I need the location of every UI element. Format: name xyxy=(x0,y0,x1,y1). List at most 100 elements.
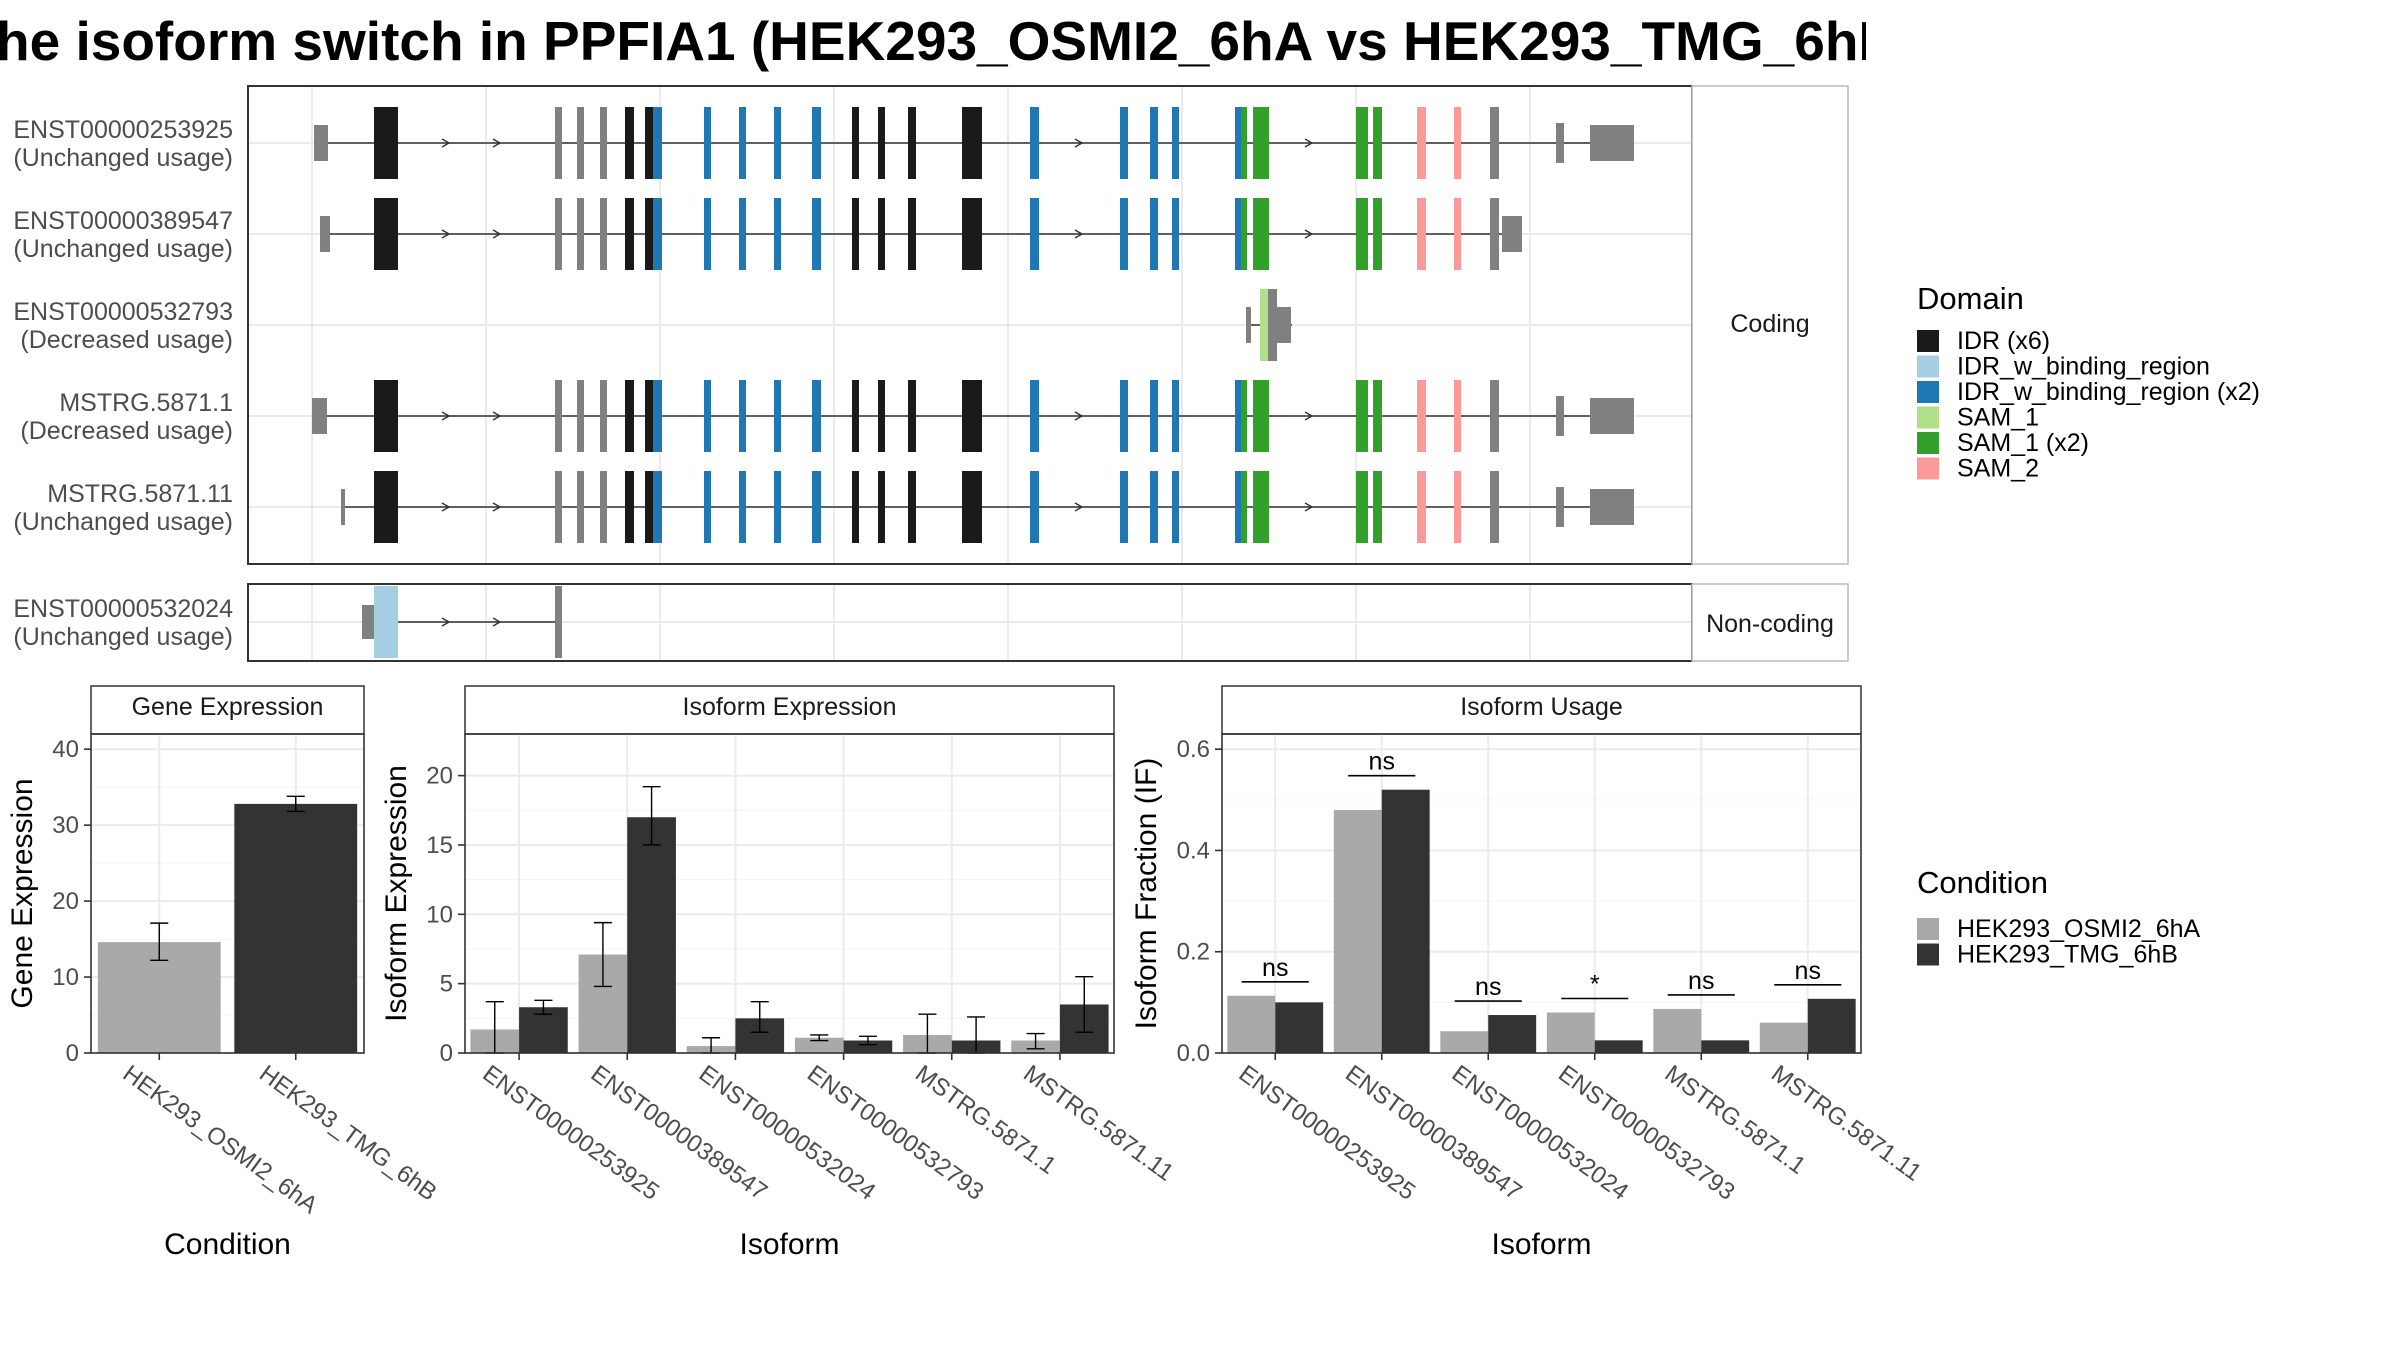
y-tick-label: 0.2 xyxy=(1177,939,1210,966)
bar xyxy=(1653,1008,1702,1053)
legend-swatch xyxy=(1917,406,1939,429)
transcript-id-label: MSTRG.5871.11 xyxy=(47,480,233,508)
utr-block xyxy=(1556,396,1564,436)
legend-swatch xyxy=(1917,432,1939,454)
exon-block xyxy=(1417,198,1426,270)
exon-block xyxy=(1241,198,1247,270)
exon-block xyxy=(774,471,781,543)
exon-block xyxy=(852,107,859,179)
significance-label: ns xyxy=(1688,967,1714,995)
coding-strip xyxy=(1691,85,1849,565)
exon-block xyxy=(1490,198,1499,270)
exon-block xyxy=(600,107,607,179)
noncoding-strip-label: Non-coding xyxy=(1706,610,1834,638)
legend-label: HEK293_TMG_6hB xyxy=(1957,941,2178,969)
exon-block xyxy=(704,198,711,270)
transcript-id-label: ENST00000532793 xyxy=(13,298,233,326)
exon-block xyxy=(1150,107,1158,179)
coding-tracks xyxy=(312,107,1634,543)
exon-block xyxy=(1030,471,1039,543)
exon-block xyxy=(1260,289,1268,361)
isoform-usage-chart: Isoform Usage ns ns ns * ns ns 0.0 0.2 0.4 0.6 ENST… xyxy=(1130,685,1926,1261)
exon-block xyxy=(962,471,982,543)
exon-block xyxy=(812,198,821,270)
x-axis-title: Condition xyxy=(164,1228,291,1261)
utr-block xyxy=(1590,125,1634,161)
strand-arrow xyxy=(492,411,502,421)
exon-block xyxy=(653,107,662,179)
x-axis-title: Isoform xyxy=(1491,1228,1591,1261)
exon-block xyxy=(555,471,562,543)
exon-block xyxy=(1490,380,1499,452)
legend-label: SAM_1 (x2) xyxy=(1957,429,2089,457)
bar xyxy=(1440,1031,1489,1053)
exon-block xyxy=(1454,380,1461,452)
exon-block xyxy=(1356,198,1368,270)
utr-block xyxy=(362,605,374,639)
exon-block xyxy=(1253,471,1269,543)
transcript-usage-label: (Unchanged usage) xyxy=(13,623,233,651)
exon-block xyxy=(852,471,859,543)
x-tick-label: ENST00000389547 xyxy=(586,1060,772,1206)
exon-block xyxy=(1417,380,1426,452)
exon-block xyxy=(962,107,982,179)
exon-block xyxy=(653,198,662,270)
legend-swatch xyxy=(1917,457,1939,480)
exon-block xyxy=(704,380,711,452)
exon-block xyxy=(374,198,398,270)
utr-block xyxy=(1590,398,1634,434)
legend-swatch xyxy=(1917,381,1939,403)
isoform-expression-chart: Isoform Expression 0 5 10 15 20 ENST0000025392… xyxy=(380,685,1179,1261)
transcript-id-label: MSTRG.5871.1 xyxy=(59,389,233,417)
exon-block xyxy=(1172,107,1179,179)
transcript-id-label: ENST00000389547 xyxy=(13,207,233,235)
x-tick-label: ENST00000532024 xyxy=(694,1060,880,1206)
bar xyxy=(1227,995,1276,1053)
exon-block xyxy=(577,107,584,179)
utr-block xyxy=(1277,307,1291,343)
utr-block xyxy=(1246,307,1251,343)
legend-swatch xyxy=(1917,918,1939,940)
panel-title: Gene Expression xyxy=(132,693,324,721)
exon-block xyxy=(1490,471,1499,543)
bar xyxy=(1594,1040,1643,1053)
exon-block xyxy=(908,471,916,543)
exon-block xyxy=(1373,107,1382,179)
strand-arrow xyxy=(1304,138,1314,148)
x-tick-label: ENST00000253925 xyxy=(478,1060,664,1206)
panel-frame xyxy=(1221,733,1862,1054)
panel-title: Isoform Usage xyxy=(1460,693,1623,721)
y-tick-label: 0 xyxy=(66,1040,79,1067)
y-tick-label: 5 xyxy=(440,971,453,998)
exon-block xyxy=(704,471,711,543)
transcript-usage-label: (Unchanged usage) xyxy=(13,235,233,263)
strand-arrow xyxy=(492,617,502,627)
bar xyxy=(843,1040,893,1053)
utr-block xyxy=(1502,216,1522,252)
exon-block xyxy=(653,380,662,452)
exon-block xyxy=(878,107,885,179)
exon-block xyxy=(1417,471,1426,543)
exon-block xyxy=(645,471,653,543)
utr-block xyxy=(320,216,330,252)
bar xyxy=(1275,1002,1324,1053)
transcript-id-label: ENST00000253925 xyxy=(13,116,233,144)
exon-block xyxy=(1373,198,1382,270)
exon-block xyxy=(1235,198,1241,270)
exon-block xyxy=(704,107,711,179)
domain-legend: Domain IDR (x6)IDR_w_binding_regionIDR_w… xyxy=(1917,281,2260,483)
significance-label: ns xyxy=(1262,954,1288,982)
exon-block xyxy=(1241,471,1247,543)
exon-block xyxy=(1030,380,1039,452)
exon-block xyxy=(653,471,662,543)
strand-arrow xyxy=(1074,411,1084,421)
bar xyxy=(1381,789,1430,1053)
exon-block xyxy=(739,471,746,543)
exon-block xyxy=(1268,289,1277,361)
exon-block xyxy=(1030,107,1039,179)
exon-block xyxy=(739,380,746,452)
utr-block xyxy=(1590,489,1634,525)
exon-block xyxy=(1253,198,1269,270)
bar xyxy=(1807,998,1856,1053)
